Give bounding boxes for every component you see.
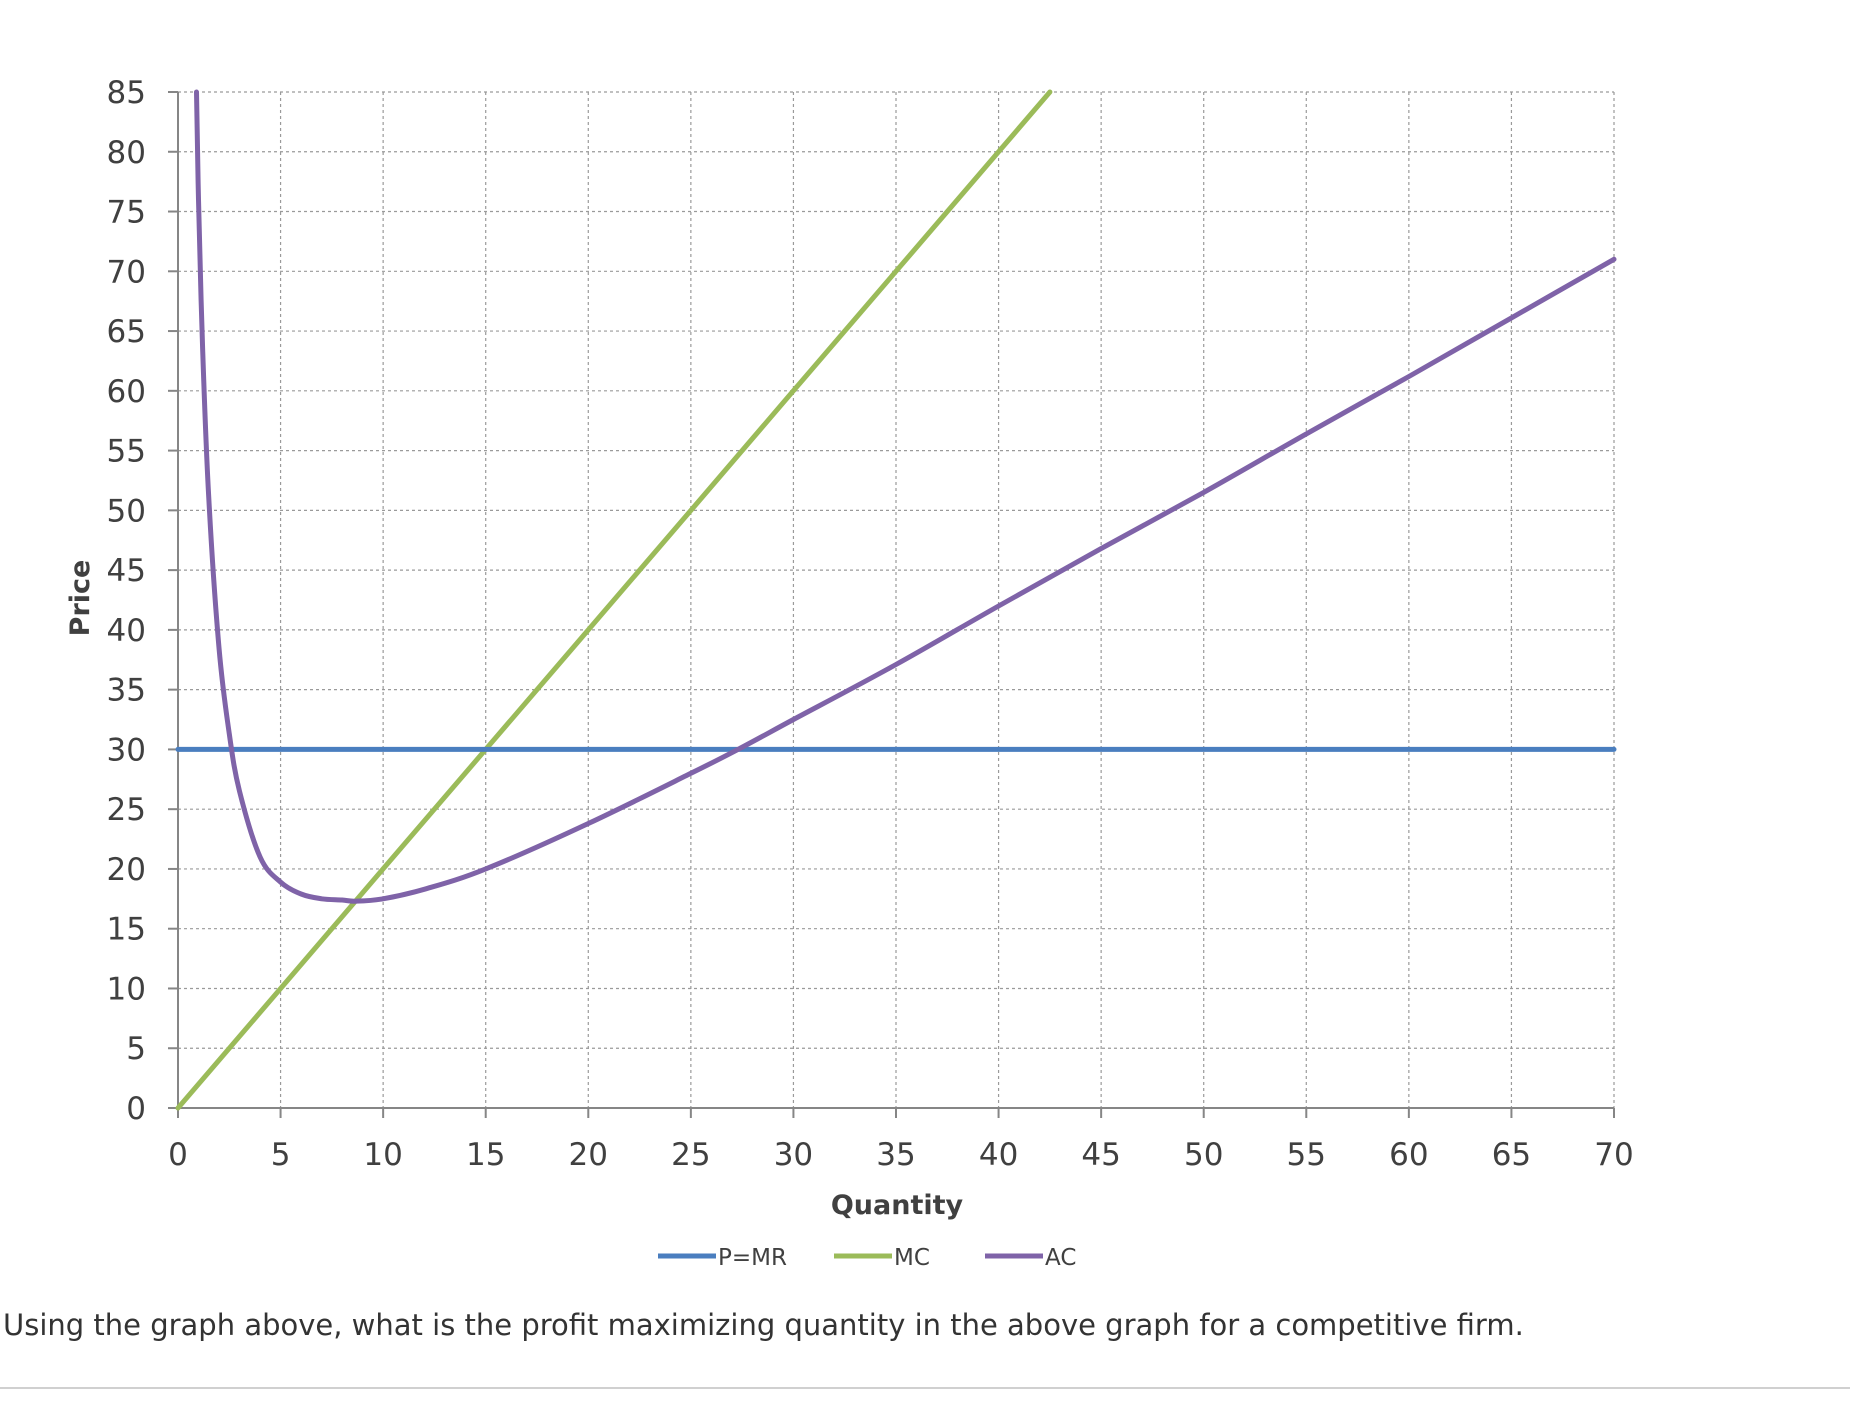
y-tick-label: 10 [107,971,146,1007]
question-text: Using the graph above, what is the profi… [3,1308,1524,1342]
y-tick-label: 45 [107,553,146,589]
y-tick-label: 20 [107,852,146,888]
y-tick-label: 35 [107,673,146,709]
series [175,89,1617,1111]
x-tick-label: 0 [168,1137,188,1173]
x-tick-label: 60 [1389,1137,1428,1173]
y-tick-label: 40 [107,613,146,649]
y-tick-label: 15 [107,912,146,948]
series-line-mc [175,89,1053,1111]
x-tick-label: 15 [466,1137,505,1173]
y-tick-label: 65 [107,314,146,350]
x-tick-label: 30 [774,1137,813,1173]
x-tick-label: 55 [1287,1137,1326,1173]
grid [178,91,1615,1108]
x-axis-title: Quantity [831,1190,964,1221]
x-tick-label: 35 [876,1137,915,1173]
x-tick-label: 40 [979,1137,1018,1173]
legend-label: P=MR [718,1245,787,1271]
y-axis-title: Price [65,560,96,637]
legend-label: MC [894,1245,930,1271]
legend-item-ac: AC [985,1245,1076,1271]
legend-item-p-mr: P=MR [658,1245,787,1271]
legend-item-mc: MC [834,1245,930,1271]
legend-label: AC [1045,1245,1076,1271]
x-tick-label: 10 [363,1137,402,1173]
x-tick-label: 25 [671,1137,710,1173]
divider [0,1387,1850,1389]
x-tick-label: 20 [569,1137,608,1173]
x-tick-label: 45 [1081,1137,1120,1173]
series-line-ac [194,89,1617,904]
x-tick-label: 5 [271,1137,291,1173]
y-tick-label: 0 [126,1091,146,1127]
y-tick-label: 75 [107,195,146,231]
y-tick-label: 70 [107,254,146,290]
legend: P=MR MC AC [658,1245,1076,1271]
x-tick-label: 50 [1184,1137,1223,1173]
y-tick-label: 85 [107,75,146,111]
y-tick-label: 80 [107,135,146,171]
axes [168,91,1615,1118]
y-tick-label: 25 [107,792,146,828]
y-tick-label: 30 [107,732,146,768]
x-tick-label: 70 [1594,1137,1633,1173]
tick-labels: 0 5 10 15 20 25 30 35 40 45 50 55 60 65 70 75 80 85 0 5 10 15… [107,75,1634,1173]
y-tick-label: 60 [107,374,146,410]
y-tick-label: 55 [107,434,146,470]
y-tick-label: 50 [107,493,146,529]
y-tick-label: 5 [126,1031,146,1067]
x-tick-label: 65 [1492,1137,1531,1173]
